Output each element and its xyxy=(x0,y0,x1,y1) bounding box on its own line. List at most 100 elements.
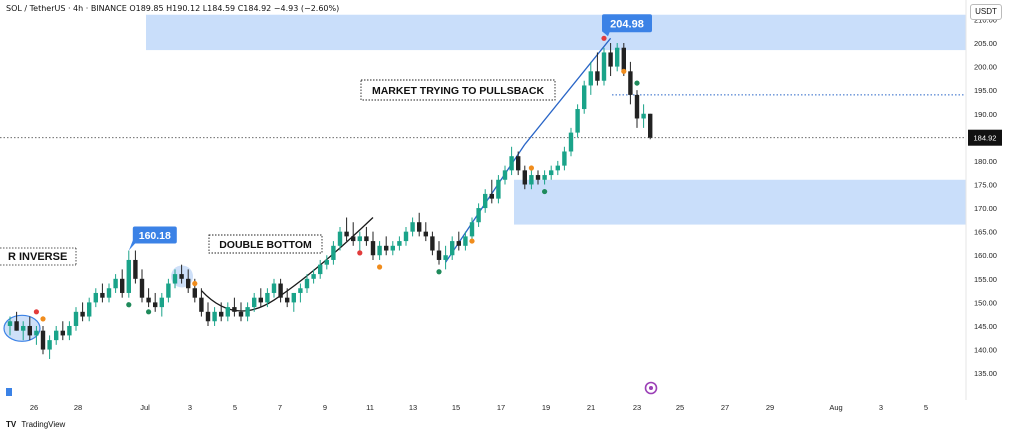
low-callout-label: 160.18 xyxy=(139,230,171,242)
event-icon-dot xyxy=(649,386,653,390)
candle-body xyxy=(483,193,488,209)
signal-marker xyxy=(40,316,46,322)
candle-body xyxy=(430,236,435,251)
candle-body xyxy=(87,302,92,317)
candle-body xyxy=(357,236,362,242)
x-tick-label: 7 xyxy=(278,403,282,412)
candle-body xyxy=(106,288,112,298)
candle-body xyxy=(21,325,26,331)
supply-demand-zones xyxy=(146,14,966,225)
pullback-box xyxy=(360,79,556,101)
high-callout-pointer xyxy=(602,31,610,37)
candle-body xyxy=(27,325,32,336)
x-tick-label: 15 xyxy=(452,403,460,412)
high-callout-label: 204.98 xyxy=(610,18,644,30)
low-callout-box xyxy=(132,226,177,244)
candle-body xyxy=(245,307,250,317)
signal-marker xyxy=(126,302,132,308)
signal-marker xyxy=(601,35,607,41)
candle-body xyxy=(502,170,508,180)
candle-body xyxy=(476,208,481,223)
candle-body xyxy=(410,222,415,232)
candle-body xyxy=(73,311,79,326)
high-callout-box xyxy=(602,14,652,33)
candle-body xyxy=(113,278,118,289)
candle-body xyxy=(337,231,343,246)
ohlc-readout: O189.85 H190.12 L184.59 C184.92 −4.93 (−… xyxy=(129,4,340,13)
candle-body xyxy=(139,278,145,298)
candle-body xyxy=(186,278,191,289)
y-tick-label: 145.00 xyxy=(974,322,997,331)
scroll-handle-icon xyxy=(6,388,12,396)
candle-body xyxy=(120,278,125,293)
signal-marker xyxy=(528,165,535,171)
last-price-label: 184.92 xyxy=(974,134,997,143)
candle-body xyxy=(291,292,296,303)
candle-body xyxy=(304,278,310,289)
x-tick-label: 29 xyxy=(766,403,774,412)
candle-body xyxy=(601,52,607,81)
y-tick-label: 155.00 xyxy=(974,275,997,284)
candle-body xyxy=(172,274,178,284)
candle-body xyxy=(621,47,626,72)
candle-body xyxy=(628,71,633,95)
candle-body xyxy=(212,311,217,322)
event-icon xyxy=(644,381,658,395)
candle-body xyxy=(562,151,567,166)
x-tick-label: 3 xyxy=(188,403,192,412)
candle-body xyxy=(298,288,303,293)
demand-zone xyxy=(514,179,966,225)
candle-body xyxy=(199,297,204,312)
signal-marker xyxy=(357,250,363,256)
signal-marker xyxy=(146,309,152,315)
signal-marker xyxy=(192,280,198,287)
x-tick-label: 28 xyxy=(74,403,82,412)
candle-body xyxy=(417,222,422,232)
candle-body xyxy=(634,94,640,119)
candle-body xyxy=(403,231,409,242)
double-bottom-arc xyxy=(200,217,374,312)
signal-marker xyxy=(634,80,640,86)
candle-body xyxy=(542,175,547,180)
x-tick-label: 11 xyxy=(366,403,374,412)
candle-body xyxy=(588,71,593,86)
last-price-tag xyxy=(968,129,1002,146)
candle-body xyxy=(7,321,13,326)
candle-body xyxy=(568,132,574,152)
brand-label: TradingView xyxy=(21,420,66,429)
inverse-pattern-label: R INVERSE xyxy=(8,251,67,263)
candle-body xyxy=(153,302,158,308)
candle-body xyxy=(344,231,349,237)
y-tick-label: 165.00 xyxy=(974,228,997,237)
candle-body xyxy=(555,165,560,171)
axes: 210.00205.00200.00195.00190.00185.00180.… xyxy=(30,0,997,412)
candle-body xyxy=(47,340,52,350)
double-bottom-box xyxy=(208,234,323,254)
candle-body xyxy=(377,245,382,256)
candle-body xyxy=(146,297,151,303)
candle-body xyxy=(549,170,554,176)
candle-body xyxy=(595,71,600,81)
y-tick-label: 200.00 xyxy=(974,63,997,72)
candle-body xyxy=(278,283,283,298)
candle-body xyxy=(133,259,138,279)
candle-body xyxy=(219,311,224,317)
brand: TV TradingView xyxy=(6,420,65,429)
x-tick-label: 13 xyxy=(409,403,417,412)
currency-badge[interactable]: USDT xyxy=(970,4,1002,20)
candle-body xyxy=(615,47,620,67)
candle-body xyxy=(529,175,534,185)
signal-marker xyxy=(469,238,475,244)
x-tick-label: 3 xyxy=(879,403,883,412)
y-tick-label: 160.00 xyxy=(974,251,997,260)
symbol-label: SOL / TetherUS · 4h · BINANCE xyxy=(6,4,127,13)
candle-body xyxy=(364,236,369,242)
y-tick-label: 205.00 xyxy=(974,39,997,48)
x-tick-label: 19 xyxy=(542,403,550,412)
candle-body xyxy=(535,175,541,180)
candle-body xyxy=(126,259,131,293)
x-tick-label: 27 xyxy=(721,403,729,412)
candle-body xyxy=(225,307,230,317)
